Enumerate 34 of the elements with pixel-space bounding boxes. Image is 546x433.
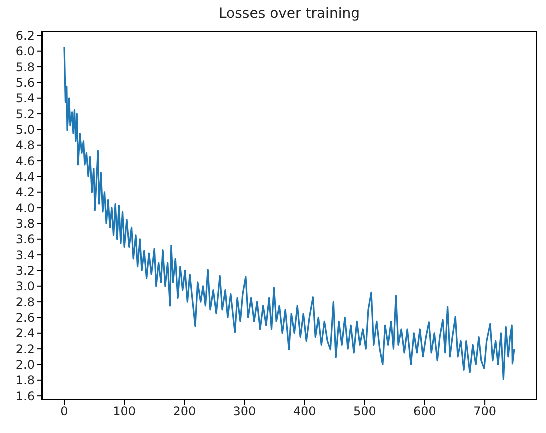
x-tick-label: 600 [414,404,436,419]
y-tick-label: 3.8 [16,216,35,231]
y-tick-label: 2.4 [16,326,35,341]
y-tick-label: 5.6 [16,76,35,90]
y-tick-label: 6.2 [16,28,35,43]
y-tick-label: 2.8 [16,295,35,310]
y-tick-label: 5.4 [16,92,35,106]
y-tick-label: 4.6 [16,154,35,168]
y-tick-label: 5.2 [16,107,35,122]
y-tick-label: 4.4 [16,170,35,184]
y-tick-label: 3.2 [16,264,35,278]
x-tick-label: 700 [474,404,497,419]
x-tick-label: 100 [113,404,136,419]
y-tick-label: 4.8 [16,138,35,153]
y-tick-label: 5.8 [16,60,35,74]
y-tick-label: 4.0 [16,201,35,216]
chart-title: Losses over training [218,5,361,23]
y-tick-label: 2.6 [16,311,35,325]
y-tick-label: 2.2 [16,342,35,356]
y-tick-label: 4.2 [16,186,35,200]
x-tick-label: 300 [233,404,256,419]
y-tick-label: 6.0 [16,44,35,59]
x-tick-label: 500 [353,404,376,419]
y-tick-label: 2.0 [16,358,35,372]
line-series [64,46,516,380]
x-tick-label: 400 [293,404,316,419]
y-tick-label: 3.0 [16,280,35,294]
x-tick-label: 200 [173,404,196,419]
y-tick-label: 3.4 [16,248,35,262]
y-tick-label: 5.0 [16,122,35,137]
x-tick-label: 0 [60,404,68,419]
y-tick-label: 1.8 [16,374,35,388]
y-tick-label: 3.6 [16,232,35,247]
y-tick-label: 1.6 [16,389,35,404]
